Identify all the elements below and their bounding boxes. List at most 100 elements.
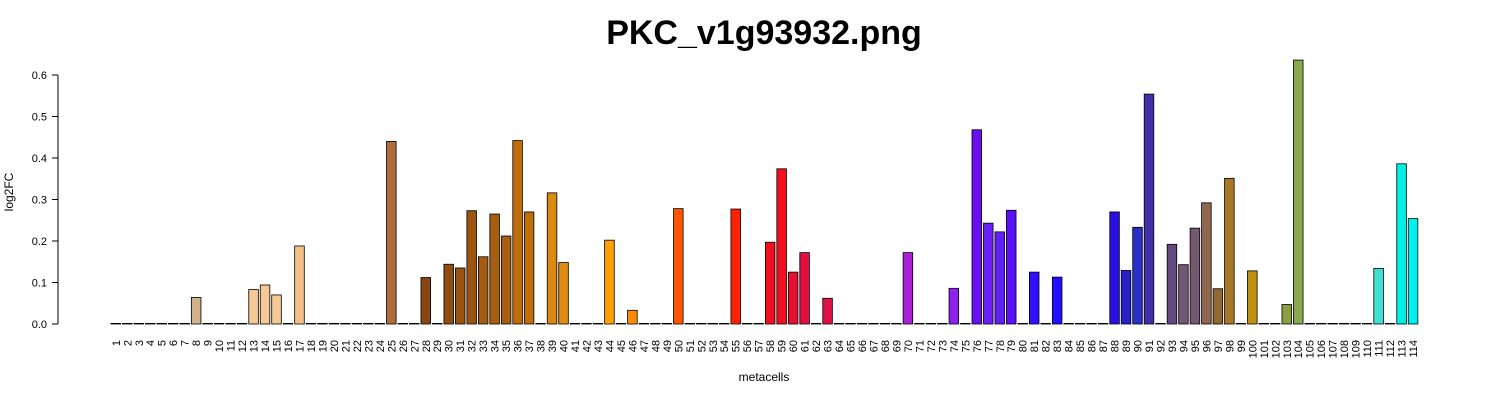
y-tick-label: 0.1	[32, 278, 47, 290]
x-tick-label-4: 4	[145, 340, 157, 346]
x-tick-label-86: 86	[1087, 340, 1099, 352]
x-tick-label-19: 19	[317, 340, 329, 352]
x-tick-label-67: 67	[868, 340, 880, 352]
bar-94	[1178, 264, 1189, 325]
x-tick-label-71: 71	[914, 340, 926, 352]
x-tick-label-10: 10	[214, 340, 226, 352]
x-tick-label-12: 12	[237, 340, 249, 352]
chart-title: PKC_v1g93932.png	[606, 14, 922, 52]
x-tick-label-81: 81	[1029, 340, 1041, 352]
x-tick-label-111: 111	[1374, 340, 1386, 357]
bar-20	[328, 322, 340, 325]
x-tick-label-90: 90	[1133, 340, 1145, 352]
x-tick-label-33: 33	[478, 340, 490, 352]
bar-21	[340, 322, 351, 325]
x-tick-label-89: 89	[1121, 340, 1133, 352]
bar-30	[443, 263, 454, 325]
bar-75	[960, 322, 971, 325]
bar-3	[133, 322, 144, 325]
bar-13	[248, 289, 259, 325]
x-tick-label-16: 16	[283, 340, 295, 352]
x-tick-label-61: 61	[800, 340, 812, 352]
bar-110	[1361, 322, 1373, 325]
bar-29	[432, 322, 443, 325]
x-tick-label-27: 27	[409, 340, 421, 352]
bar-108	[1338, 322, 1350, 325]
bar-107	[1327, 322, 1338, 325]
bar-34	[489, 213, 500, 325]
bar-78	[994, 231, 1005, 325]
bar-69	[891, 322, 902, 325]
bar-7	[179, 322, 190, 325]
x-tick-label-43: 43	[593, 340, 605, 352]
x-tick-label-72: 72	[926, 340, 938, 352]
x-tick-label-79: 79	[1006, 340, 1018, 352]
x-tick-label-112: 112	[1385, 340, 1397, 358]
x-tick-label-46: 46	[627, 340, 639, 352]
bar-73	[937, 322, 948, 325]
bar-113	[1396, 163, 1407, 325]
bar-46	[627, 309, 638, 325]
x-tick-label-114: 114	[1408, 340, 1420, 358]
x-tick-label-34: 34	[490, 340, 502, 352]
bar-32	[466, 210, 477, 325]
bar-103	[1281, 304, 1292, 325]
x-tick-label-28: 28	[421, 340, 433, 352]
bar-59	[776, 168, 787, 325]
bar-4	[145, 322, 156, 325]
x-tick-label-77: 77	[983, 340, 995, 352]
x-tick-label-74: 74	[949, 340, 961, 352]
bar-61	[799, 252, 810, 325]
x-tick-label-47: 47	[639, 340, 651, 352]
x-tick-label-5: 5	[157, 340, 169, 346]
x-tick-label-55: 55	[731, 340, 743, 352]
bar-89	[1120, 270, 1132, 325]
bar-49	[661, 322, 673, 325]
bar-16	[282, 322, 294, 325]
bar-9	[202, 322, 213, 325]
bar-36	[512, 140, 523, 325]
x-tick-label-57: 57	[754, 340, 766, 352]
x-tick-label-113: 113	[1397, 340, 1409, 358]
x-tick-label-107: 107	[1328, 340, 1340, 358]
bar-31	[454, 267, 466, 325]
bar-70	[902, 252, 914, 325]
x-tick-label-93: 93	[1167, 340, 1179, 352]
bar-95	[1189, 227, 1201, 325]
x-tick-label-9: 9	[203, 340, 215, 346]
bar-50	[673, 208, 684, 325]
bar-62	[810, 322, 822, 325]
bar-2	[122, 322, 133, 325]
x-tick-label-24: 24	[375, 340, 387, 352]
x-tick-label-73: 73	[937, 340, 949, 352]
x-tick-label-102: 102	[1270, 340, 1282, 358]
bar-23	[363, 322, 374, 325]
x-tick-label-96: 96	[1201, 340, 1213, 352]
x-tick-label-45: 45	[616, 340, 628, 352]
bar-112	[1384, 322, 1396, 325]
bar-22	[351, 322, 363, 325]
bar-102	[1270, 322, 1281, 325]
x-tick-label-32: 32	[467, 340, 479, 352]
bar-45	[615, 322, 627, 325]
bar-99	[1235, 322, 1247, 325]
x-tick-label-39: 39	[547, 340, 559, 352]
x-tick-label-2: 2	[122, 340, 134, 346]
bars-group	[110, 59, 1419, 325]
y-tick-label: 0.5	[32, 112, 47, 124]
bar-83	[1051, 276, 1063, 325]
x-tick-label-88: 88	[1110, 340, 1122, 352]
x-tick-label-65: 65	[846, 340, 858, 352]
bar-26	[397, 322, 409, 325]
bar-111	[1373, 267, 1384, 325]
x-tick-label-104: 104	[1293, 340, 1305, 358]
x-tick-label-42: 42	[581, 340, 593, 352]
y-tick-label: 0.3	[32, 195, 47, 207]
bar-98	[1224, 177, 1235, 325]
bar-14	[259, 284, 271, 325]
x-tick-label-91: 91	[1144, 340, 1156, 352]
bar-68	[879, 322, 891, 325]
x-tick-label-44: 44	[604, 340, 616, 352]
bar-6	[167, 322, 179, 325]
bar-97	[1212, 288, 1224, 325]
